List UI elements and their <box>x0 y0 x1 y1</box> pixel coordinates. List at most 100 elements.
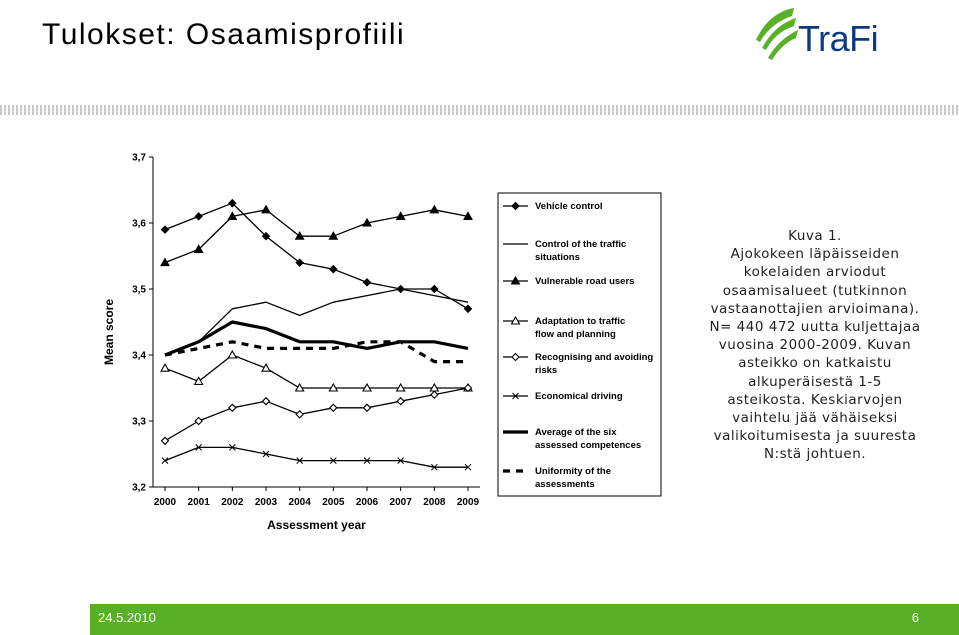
caption-line: asteikko on katkaistu <box>738 355 892 372</box>
series-uniformity-of-the-assessments <box>164 340 468 364</box>
data-point <box>511 352 520 362</box>
page-number: 6 <box>911 610 919 625</box>
series-line <box>164 446 468 468</box>
trafi-logo <box>756 8 798 60</box>
data-point <box>195 444 203 451</box>
y-tick-label: 3,5 <box>132 285 146 296</box>
data-point <box>510 275 521 285</box>
data-point <box>262 450 270 458</box>
series-economical-driving <box>161 444 472 471</box>
series-recognising-and-avoiding-risks <box>160 383 473 446</box>
data-point <box>512 392 519 400</box>
caption-line: N= 440 472 uutta kuljettajaa <box>709 319 921 336</box>
x-tick-label: 2008 <box>423 497 446 508</box>
logo-emblem-icon <box>756 8 798 60</box>
data-point <box>227 349 238 359</box>
caption-line: alkuperäisestä 1-5 <box>748 373 882 390</box>
logo-text: TraFi <box>798 18 879 59</box>
data-point <box>261 204 271 214</box>
data-point <box>261 396 271 406</box>
x-tick-label: 2001 <box>188 497 211 508</box>
y-tick-label: 3,2 <box>132 483 146 494</box>
legend-label: assessed competences <box>535 440 641 451</box>
data-point <box>294 231 305 240</box>
header-divider <box>0 105 959 115</box>
legend-label: Vehicle control <box>535 201 603 212</box>
data-point <box>430 284 439 294</box>
data-point <box>295 410 304 419</box>
data-point <box>227 211 238 220</box>
y-tick-label: 3,3 <box>132 417 146 428</box>
legend-item: Vulnerable road users <box>503 275 634 287</box>
x-tick-label: 2000 <box>154 497 177 508</box>
legend: Vehicle control Control of the traffic sit… <box>503 201 653 490</box>
data-point <box>510 315 521 325</box>
x-axis-title: Assessment year <box>267 518 366 532</box>
line-chart: 3,2 3,3 3,4 3,5 3,6 3,7 2000 2001 2002 2003 2004 20… <box>102 153 662 532</box>
data-point <box>228 403 237 413</box>
data-point <box>463 383 473 393</box>
data-point <box>464 463 472 471</box>
data-point <box>295 258 304 267</box>
data-point <box>362 382 372 392</box>
series-line <box>164 202 469 310</box>
data-point <box>160 257 170 267</box>
data-point <box>328 231 339 240</box>
caption-line: vaihtelu jää vähäiseksi <box>732 410 898 427</box>
data-point <box>362 403 372 413</box>
data-point <box>261 363 271 372</box>
caption-line: N:stä johtuen. <box>763 446 867 463</box>
y-axis-title: Mean score <box>102 299 116 365</box>
x-tick-label: 2005 <box>322 497 345 508</box>
data-point <box>161 457 169 464</box>
data-point <box>429 204 440 214</box>
data-point <box>430 390 439 399</box>
y-tick-label: 3,4 <box>132 351 146 362</box>
data-point <box>193 244 204 253</box>
x-tick-label: 2003 <box>255 497 278 508</box>
x-tick-label: 2006 <box>356 497 379 508</box>
data-point <box>329 403 338 413</box>
data-point <box>160 436 170 446</box>
series-average-of-the-six-assessed-competences <box>164 320 469 357</box>
slide-title: Tulokset: Osaamisprofiili <box>42 18 406 51</box>
data-point <box>430 463 438 471</box>
data-point <box>511 201 520 211</box>
data-point <box>329 264 338 274</box>
data-point <box>395 382 406 392</box>
data-point <box>228 198 237 208</box>
legend-label: Uniformity of the <box>535 466 611 477</box>
data-point <box>395 211 406 220</box>
data-point <box>294 382 305 392</box>
legend-label: Control of the traffic <box>535 239 626 250</box>
caption-line: kokelaiden arviodut <box>743 264 887 281</box>
data-point <box>160 363 170 372</box>
caption-line: Kuva 1. <box>788 228 842 244</box>
legend-label: Adaptation to traffic <box>535 316 625 327</box>
series-line <box>164 340 468 364</box>
legend-label: Economical driving <box>535 391 623 402</box>
caption-line: osaamisalueet (tutkinnon <box>722 282 908 299</box>
series-line <box>164 387 469 442</box>
data-point <box>397 457 405 464</box>
data-point <box>194 212 203 221</box>
caption-line: valikoitumisesta ja suuresta <box>713 428 917 445</box>
legend-label: flow and planning <box>535 329 616 340</box>
legend-item: Average of the six assessed competences <box>503 427 641 451</box>
data-point <box>329 457 337 464</box>
caption-line: asteikosta. Keskiarvojen <box>727 391 903 408</box>
data-point <box>396 396 405 406</box>
legend-item: Economical driving <box>503 391 623 402</box>
legend-item: Adaptation to traffic flow and planning <box>503 315 625 340</box>
data-point <box>363 457 371 464</box>
data-point <box>193 376 204 385</box>
series-line <box>164 320 469 357</box>
legend-item: Control of the traffic situations <box>503 239 626 263</box>
footer-bar: 24.5.2010 6 <box>90 604 959 635</box>
legend-label: Vulnerable road users <box>535 276 634 287</box>
series-vehicle-control <box>160 198 473 314</box>
data-point <box>228 444 236 451</box>
legend-label: situations <box>535 252 580 263</box>
x-tick-label: 2002 <box>221 497 244 508</box>
data-point <box>362 278 372 287</box>
